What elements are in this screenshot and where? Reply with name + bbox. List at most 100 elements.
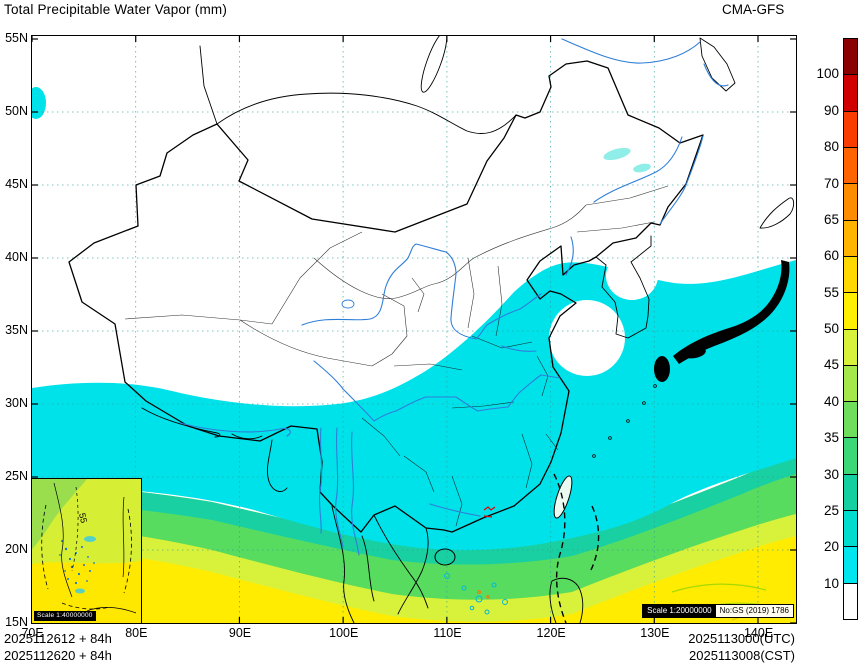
inset-dash-boundary bbox=[41, 504, 132, 610]
map-canvas bbox=[32, 36, 796, 623]
x-tick-label: 80E bbox=[125, 626, 148, 640]
colorbar-label: 45 bbox=[823, 357, 839, 373]
y-tick-label: 35N bbox=[5, 323, 28, 337]
inset-island-dots bbox=[59, 540, 95, 585]
ryukyu-islands bbox=[592, 384, 657, 458]
shikoku-island bbox=[684, 347, 706, 359]
huai-river bbox=[501, 345, 537, 352]
colorbar-label: 55 bbox=[823, 284, 839, 300]
colorbar-label: 40 bbox=[823, 393, 839, 409]
colorbar-segment bbox=[844, 75, 857, 112]
colorbar-segment bbox=[844, 547, 857, 584]
colorbar-segment bbox=[844, 438, 857, 475]
colorbar-segment bbox=[844, 220, 857, 257]
inset-55-contour bbox=[71, 486, 79, 572]
y-tick-label: 25N bbox=[5, 469, 28, 483]
south-china-sea-inset: 55 Scale 1:40000000 bbox=[32, 478, 142, 623]
inset-coastlines bbox=[53, 482, 137, 614]
colorbar-label: 60 bbox=[823, 248, 839, 264]
y-tick-label: 30N bbox=[5, 396, 28, 410]
x-tick-label: 110E bbox=[433, 626, 462, 640]
colorbar-label: 25 bbox=[823, 502, 839, 518]
valid-time-cst: 2025113008(CST) bbox=[689, 648, 795, 663]
hainan-island bbox=[434, 548, 456, 566]
page-title: Total Precipitable Water Vapor (mm) bbox=[4, 2, 228, 17]
colorbar-segment bbox=[844, 147, 857, 185]
map-license-number: No:GS (2019) 1786 bbox=[715, 605, 793, 617]
y-tick-label: 45N bbox=[5, 177, 28, 191]
colorbar-segment bbox=[844, 474, 857, 512]
japan-landmass bbox=[654, 260, 790, 382]
rivers bbox=[179, 38, 729, 556]
map-frame: 55 Scale 1:40000000 Scale 1:20000000 No:… bbox=[31, 35, 797, 624]
yellow-sea-dry-hole bbox=[549, 300, 625, 376]
lake-baikal bbox=[420, 36, 448, 93]
frame-tick-marks bbox=[32, 36, 796, 623]
neighbor-country-borders bbox=[141, 37, 795, 623]
colorbar-segment bbox=[844, 402, 857, 439]
salween-river bbox=[318, 427, 323, 534]
model-label: CMA-GFS bbox=[722, 2, 785, 17]
init-time-run1: 2025112612 + 84h bbox=[4, 631, 112, 646]
colorbar-label: 10 bbox=[823, 575, 839, 591]
inset-canvas bbox=[32, 479, 141, 623]
map-scale-chip: Scale 1:20000000 No:GS (2019) 1786 bbox=[642, 604, 794, 618]
colorbar-segment bbox=[844, 184, 857, 221]
y-tick-label: 20N bbox=[5, 542, 28, 556]
red-river bbox=[351, 431, 360, 556]
y-tick-label: 15N bbox=[5, 615, 28, 629]
yellow-river bbox=[301, 243, 542, 340]
ussuri-coast bbox=[659, 135, 704, 225]
colorbar-segment bbox=[844, 329, 857, 366]
songhua-river bbox=[593, 136, 683, 203]
x-tick-label: 140E bbox=[743, 626, 774, 640]
liao-river bbox=[565, 236, 574, 276]
south-china-sea-islands bbox=[444, 573, 508, 615]
colorbar-label: 65 bbox=[823, 211, 839, 227]
colorbar-label: 80 bbox=[823, 139, 839, 155]
colorbar bbox=[843, 38, 858, 620]
map-scale-label: Scale 1:20000000 bbox=[643, 605, 716, 617]
colorbar-segment bbox=[844, 583, 857, 619]
colorbar-label: 30 bbox=[823, 466, 839, 482]
colorbar-label: 35 bbox=[823, 430, 839, 446]
qinghai-lake bbox=[341, 299, 355, 309]
colorbar-segment bbox=[844, 256, 857, 294]
colorbar-segment bbox=[844, 111, 857, 148]
x-tick-label: 130E bbox=[640, 626, 670, 640]
colorbar-label: 20 bbox=[823, 539, 839, 555]
x-tick-label: 100E bbox=[329, 626, 359, 640]
kyushu-island bbox=[654, 356, 670, 382]
contour-fills bbox=[32, 36, 796, 623]
x-tick-label: 120E bbox=[536, 626, 566, 640]
colorbar-label: 90 bbox=[823, 102, 839, 118]
red-annotation-mark bbox=[483, 506, 496, 518]
x-tick-label: 90E bbox=[228, 626, 252, 640]
y-tick-label: 50N bbox=[5, 104, 28, 118]
x-tick-label: 70E bbox=[21, 626, 44, 640]
pearl-river bbox=[429, 503, 481, 517]
amur-river bbox=[561, 38, 701, 64]
colorbar-segment bbox=[844, 365, 857, 403]
inset-scale-chip: Scale 1:40000000 bbox=[34, 611, 96, 621]
brahmaputra-river bbox=[179, 422, 291, 437]
inset-contour-label: 55 bbox=[77, 512, 89, 524]
y-tick-label: 40N bbox=[5, 250, 28, 264]
colorbar-segment bbox=[844, 39, 857, 76]
init-time-run2: 2025112620 + 84h bbox=[4, 648, 112, 663]
mekong-river bbox=[335, 427, 344, 548]
taiwan-hainan bbox=[434, 475, 573, 566]
colorbar-label: 50 bbox=[823, 321, 839, 336]
colorbar-label: 100 bbox=[816, 66, 839, 82]
colorbar-segment bbox=[844, 511, 857, 548]
y-tick-label: 55N bbox=[5, 31, 28, 45]
korea-dry-hole bbox=[606, 252, 658, 300]
dashed-contour-lines bbox=[553, 473, 600, 623]
amur-mouth bbox=[703, 63, 729, 87]
yangtze-river bbox=[313, 360, 561, 422]
taiwan-island bbox=[553, 475, 573, 519]
colorbar-segment bbox=[844, 293, 857, 330]
valid-time-utc: 2025113000(UTC) bbox=[688, 631, 795, 646]
colorbar-label: 70 bbox=[823, 175, 839, 191]
